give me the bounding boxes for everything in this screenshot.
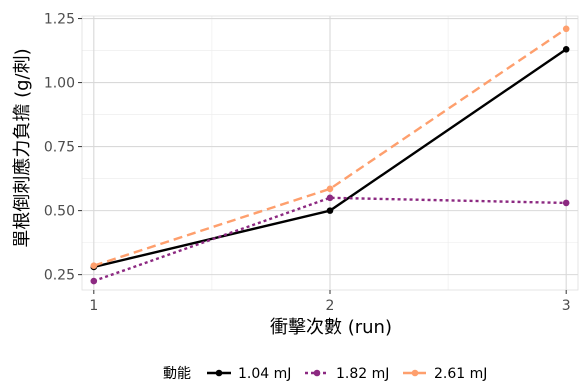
legend-key-point xyxy=(411,369,419,377)
data-point xyxy=(90,277,98,285)
x-tick-label: 1 xyxy=(89,298,98,314)
legend-key-point xyxy=(215,369,223,377)
grid-major xyxy=(81,15,579,291)
legend-key-point xyxy=(313,369,321,377)
legend-label: 1.82 mJ xyxy=(336,366,389,382)
data-point xyxy=(326,185,334,193)
x-tick-label: 3 xyxy=(562,298,571,314)
y-tick-label: 0.75 xyxy=(44,140,75,156)
series-line xyxy=(93,27,567,267)
y-axis-ticks: 0.25 0.50 0.75 1.00 1.25 xyxy=(44,12,82,284)
data-point xyxy=(326,194,334,202)
legend-label: 2.61 mJ xyxy=(434,366,487,382)
x-axis-title: 衝擊次數 (run) xyxy=(270,317,392,338)
legend-items: 1.04 mJ 1.82 mJ 2.61 mJ xyxy=(207,366,487,382)
y-tick-label: 0.25 xyxy=(44,268,75,284)
data-point xyxy=(90,262,98,269)
y-axis-title: 單根倒刺應力負擔 (g/刺) xyxy=(11,48,33,247)
data-point xyxy=(562,25,570,33)
y-tick-label: 1.00 xyxy=(44,76,75,92)
x-tick-label: 2 xyxy=(326,298,335,314)
x-axis-ticks: 1 2 3 xyxy=(89,290,571,314)
legend-label: 1.04 mJ xyxy=(238,366,291,382)
data-point xyxy=(326,207,334,214)
y-tick-label: 1.25 xyxy=(44,12,75,28)
series-layer xyxy=(90,25,570,285)
legend: 動能 1.04 mJ 1.82 mJ 2.61 mJ xyxy=(163,366,487,382)
legend-title: 動能 xyxy=(163,366,191,382)
data-point xyxy=(562,45,570,53)
y-tick-label: 0.50 xyxy=(44,204,75,220)
data-point xyxy=(562,199,570,207)
